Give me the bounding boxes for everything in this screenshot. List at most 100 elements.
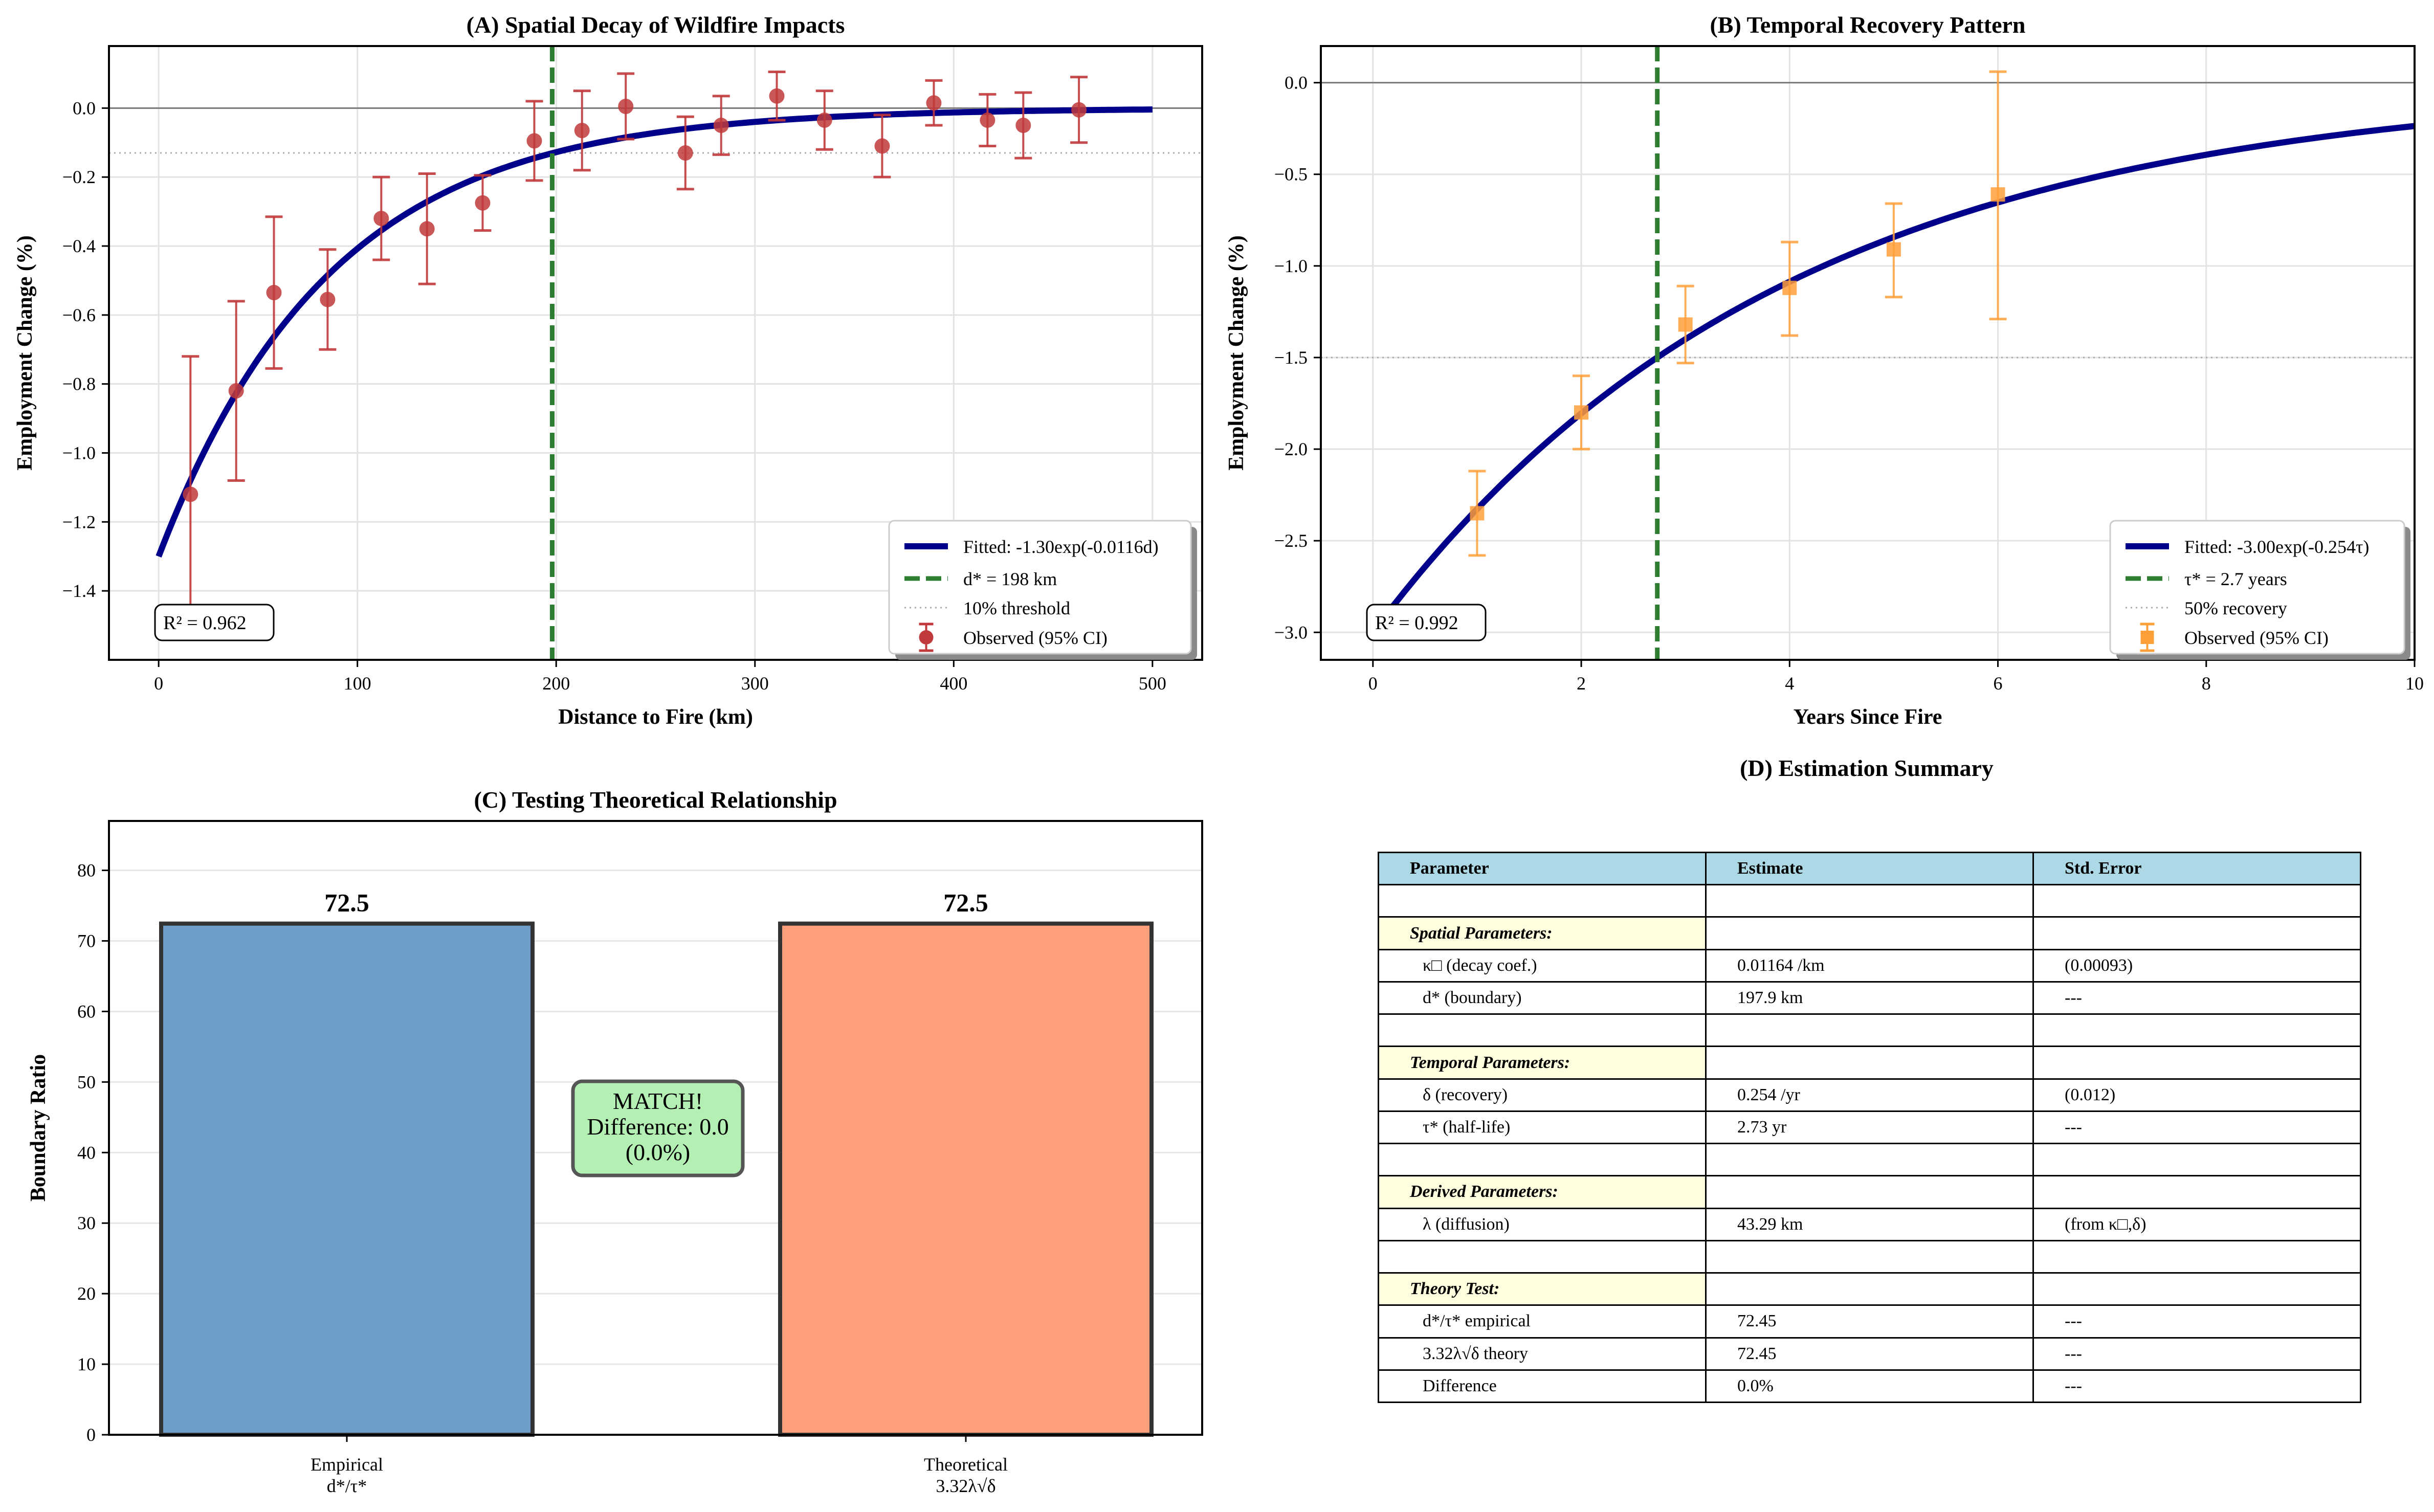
y-axis-label: Boundary Ratio xyxy=(27,1054,50,1202)
std-error-cell xyxy=(2032,916,2361,950)
panel-d-title: (D) Estimation Summary xyxy=(1740,755,1994,781)
x-tick-label: 3.32λ√δ xyxy=(936,1476,995,1496)
parameter-cell xyxy=(1378,884,1707,918)
legend-fit-label: Fitted: -3.00exp(-0.254τ) xyxy=(2184,537,2369,557)
estimate-cell: 72.45 xyxy=(1705,1304,2034,1339)
parameter-cell: d*/τ* empirical xyxy=(1378,1304,1707,1339)
bar-value-label: 72.5 xyxy=(324,888,369,917)
data-point xyxy=(1678,317,1693,332)
data-point xyxy=(228,383,244,399)
parameter-cell xyxy=(1378,1239,1707,1274)
legend-threshold-label: 10% threshold xyxy=(963,598,1070,618)
x-tick-label: 2 xyxy=(1577,673,1586,694)
bar xyxy=(159,921,535,1437)
parameter-cell: τ* (half-life) xyxy=(1378,1110,1707,1145)
parameter-cell xyxy=(1378,1013,1707,1048)
std-error-cell: --- xyxy=(2032,1369,2361,1404)
legend-obs-marker xyxy=(2140,631,2154,644)
estimate-cell: 0.0% xyxy=(1705,1369,2034,1404)
x-tick-label: Empirical xyxy=(311,1454,383,1475)
legend-obs-label: Observed (95% CI) xyxy=(2184,628,2329,648)
std-error-cell xyxy=(2032,1239,2361,1274)
std-error-cell xyxy=(2032,1143,2361,1177)
data-point xyxy=(1470,506,1485,521)
estimate-cell xyxy=(1705,1239,2034,1274)
table-header-row: Parameter Estimate Std. Error xyxy=(1378,851,2361,886)
table-row: τ* (half-life) 2.73 yr --- xyxy=(1378,1110,2361,1145)
table-row: Theory Test: xyxy=(1378,1272,2361,1306)
x-tick-label: 300 xyxy=(741,673,769,694)
r2-box xyxy=(154,604,275,641)
table-row: Temporal Parameters: xyxy=(1378,1046,2361,1080)
table-row xyxy=(1378,884,2361,918)
table-row: 3.32λ√δ theory 72.45 --- xyxy=(1378,1337,2361,1371)
y-tick-label: 30 xyxy=(77,1213,96,1233)
data-point xyxy=(816,112,832,128)
match-badge-line3: (0.0%) xyxy=(626,1139,690,1165)
section-cell: Theory Test: xyxy=(1378,1272,1707,1306)
r2-box xyxy=(1366,604,1487,641)
chart-title: (C) Testing Theoretical Relationship xyxy=(474,787,837,813)
data-point xyxy=(526,133,542,149)
estimate-cell: 72.45 xyxy=(1705,1337,2034,1371)
legend-threshold-label: 50% recovery xyxy=(2184,598,2287,618)
std-error-cell: (0.00093) xyxy=(2032,948,2361,983)
y-tick-label: 60 xyxy=(77,1001,96,1021)
data-point xyxy=(419,221,435,237)
parameter-cell: d* (boundary) xyxy=(1378,981,1707,1015)
std-error-cell xyxy=(2032,1272,2361,1306)
estimate-cell: 43.29 km xyxy=(1705,1207,2034,1241)
x-tick-label: 10 xyxy=(2405,673,2424,694)
estimate-cell xyxy=(1705,1013,2034,1048)
axes-frame xyxy=(108,820,1203,1436)
data-point xyxy=(266,285,282,301)
data-point xyxy=(874,138,890,154)
data-point xyxy=(713,118,729,134)
data-point xyxy=(1015,118,1031,134)
legend-boundary-label: d* = 198 km xyxy=(963,569,1057,589)
y-axis-label: Employment Change (%) xyxy=(13,235,37,471)
estimate-cell xyxy=(1705,1046,2034,1080)
y-tick-label: −0.4 xyxy=(62,236,96,256)
legend-obs-marker xyxy=(919,630,934,644)
estimate-cell: 2.73 yr xyxy=(1705,1110,2034,1145)
match-badge-line1: MATCH! xyxy=(613,1088,703,1114)
table-row: d*/τ* empirical 72.45 --- xyxy=(1378,1304,2361,1339)
std-error-cell: --- xyxy=(2032,1337,2361,1371)
parameter-cell: Difference xyxy=(1378,1369,1707,1404)
data-point xyxy=(980,112,995,128)
y-tick-label: 40 xyxy=(77,1142,96,1163)
std-error-cell: --- xyxy=(2032,1110,2361,1145)
data-point xyxy=(769,88,785,104)
data-point xyxy=(926,95,942,111)
y-tick-label: −1.2 xyxy=(62,512,96,532)
table-header-cell: Estimate xyxy=(1705,851,2034,886)
chart-title: (B) Temporal Recovery Pattern xyxy=(1710,12,2025,38)
data-point xyxy=(1886,242,1901,257)
x-tick-label: 0 xyxy=(154,673,163,694)
table-row: Spatial Parameters: xyxy=(1378,916,2361,950)
y-tick-label: −1.5 xyxy=(1274,347,1308,368)
y-tick-label: −0.2 xyxy=(62,167,96,187)
axes-frame xyxy=(108,45,1203,661)
y-tick-label: −1.4 xyxy=(62,581,96,601)
legend-boundary-label: τ* = 2.7 years xyxy=(2184,569,2287,589)
std-error-cell: --- xyxy=(2032,981,2361,1015)
std-error-cell: (from κ□,δ) xyxy=(2032,1207,2361,1241)
y-tick-label: 0.0 xyxy=(73,98,96,118)
section-cell: Spatial Parameters: xyxy=(1378,916,1707,950)
data-point xyxy=(574,123,590,139)
estimate-cell xyxy=(1705,1175,2034,1209)
section-cell: Derived Parameters: xyxy=(1378,1175,1707,1209)
bar-value-label: 72.5 xyxy=(943,888,988,917)
estimation-summary-table: Parameter Estimate Std. Error Spatial Param… xyxy=(1378,851,2361,1404)
y-tick-label: −0.5 xyxy=(1274,164,1308,185)
data-point xyxy=(475,195,491,211)
x-axis-label: Years Since Fire xyxy=(1794,705,1942,729)
table-row: d* (boundary) 197.9 km --- xyxy=(1378,981,2361,1015)
legend-fit-label: Fitted: -1.30exp(-0.0116d) xyxy=(963,537,1159,557)
table-header-cell: Std. Error xyxy=(2032,851,2361,886)
parameter-cell: δ (recovery) xyxy=(1378,1078,1707,1112)
estimate-cell: 0.01164 /km xyxy=(1705,948,2034,983)
table-row: δ (recovery) 0.254 /yr (0.012) xyxy=(1378,1078,2361,1112)
